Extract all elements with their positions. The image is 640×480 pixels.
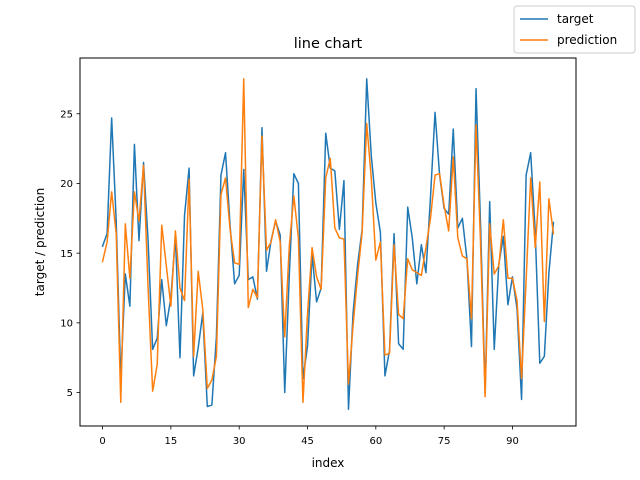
y-tick-label: 20 xyxy=(60,179,73,190)
legend-label-target: target xyxy=(557,12,594,26)
x-tick-label: 45 xyxy=(301,436,314,447)
y-tick-label: 25 xyxy=(60,109,73,120)
series-line-prediction xyxy=(101,78,555,404)
x-tick-label: 60 xyxy=(369,436,382,447)
y-tick-label: 5 xyxy=(67,388,73,399)
y-axis: 5 10 15 20 25 xyxy=(60,109,80,399)
x-tick-label: 90 xyxy=(506,436,519,447)
legend-box xyxy=(513,5,636,54)
series-line-target xyxy=(101,78,555,411)
x-tick-label: 0 xyxy=(99,436,105,447)
y-tick-label: 15 xyxy=(60,249,73,260)
x-axis-label: index xyxy=(312,456,345,470)
x-tick-label: 15 xyxy=(164,436,177,447)
plot-frame xyxy=(79,57,577,427)
y-axis-label: target / prediction xyxy=(33,188,47,296)
legend: target prediction xyxy=(513,5,636,54)
chart-title: line chart xyxy=(294,36,363,52)
plot-area xyxy=(101,78,555,411)
x-axis: 0 15 30 45 60 75 90 xyxy=(99,426,519,447)
x-tick-label: 30 xyxy=(233,436,246,447)
y-tick-label: 10 xyxy=(60,318,73,329)
x-tick-label: 75 xyxy=(438,436,451,447)
legend-label-prediction: prediction xyxy=(557,33,617,47)
